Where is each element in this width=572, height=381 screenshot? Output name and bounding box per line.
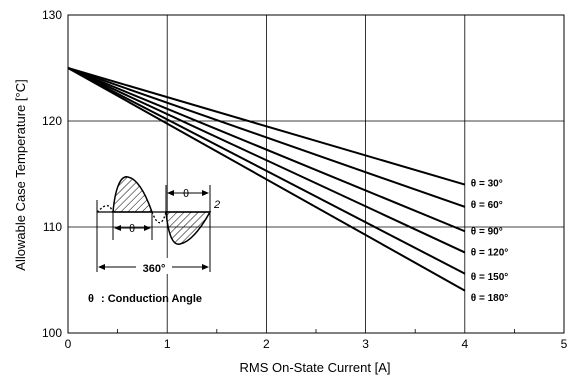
conduction-angle-inset: θ θ 2 360° θ : Conduction Angle — [88, 176, 220, 305]
series-line — [67, 67, 466, 233]
inset-theta-label: θ — [129, 223, 135, 235]
inset-positive-conduction — [112, 176, 154, 213]
inset-arrowhead — [202, 264, 209, 270]
series-labels: θ = 30° θ = 60° θ = 90° θ = 120° θ = 150° θ =… — [471, 179, 509, 304]
series-line — [67, 67, 466, 208]
x-tick-label: 0 — [65, 337, 72, 351]
x-axis-ticks: 0 1 2 3 4 5 — [65, 337, 568, 351]
series-line — [67, 67, 466, 275]
inset-negative-dashed — [151, 211, 167, 224]
inset-arrowhead — [98, 264, 105, 270]
series-line — [67, 67, 466, 186]
series-line — [67, 67, 466, 292]
series-label: θ = 150° — [471, 272, 509, 283]
inset-half-label: 2 — [213, 199, 220, 211]
y-tick-label: 100 — [42, 326, 62, 340]
series-label: θ = 180° — [471, 293, 509, 304]
y-axis-label: Allowable Case Temperature [°C] — [13, 79, 28, 270]
series-label: θ = 30° — [471, 179, 503, 190]
series-label: θ = 90° — [471, 226, 503, 237]
x-axis-label: RMS On-State Current [A] — [240, 360, 391, 375]
series-label: θ = 120° — [471, 248, 509, 259]
inset-period-label-bg — [136, 258, 172, 274]
grid — [68, 15, 564, 333]
x-tick-label: 5 — [561, 337, 568, 351]
plot-frame — [67, 14, 565, 334]
y-axis-ticks: 100 110 120 130 — [42, 8, 62, 340]
inset-period-label: 360° — [143, 263, 166, 275]
inset-arrowhead — [202, 190, 209, 196]
series-label: θ = 60° — [471, 200, 503, 211]
series-line — [67, 67, 466, 254]
x-tick-label: 3 — [362, 337, 369, 351]
y-tick-label: 120 — [42, 114, 62, 128]
inset-arrowhead — [144, 225, 151, 231]
x-tick-label: 4 — [461, 337, 468, 351]
inset-negative-conduction — [165, 211, 212, 245]
inset-positive-dashed — [96, 205, 114, 213]
inset-caption-theta: θ — [88, 293, 94, 305]
y-tick-label: 110 — [43, 220, 62, 234]
inset-caption: : Conduction Angle — [101, 293, 202, 305]
inset-theta-label: θ — [183, 188, 189, 200]
inset-arrowhead — [114, 225, 121, 231]
x-tick-label: 2 — [263, 337, 270, 351]
x-tick-label: 1 — [164, 337, 171, 351]
inset-arrowhead — [167, 190, 174, 196]
y-tick-label: 130 — [42, 8, 62, 22]
series-lines — [67, 67, 466, 292]
